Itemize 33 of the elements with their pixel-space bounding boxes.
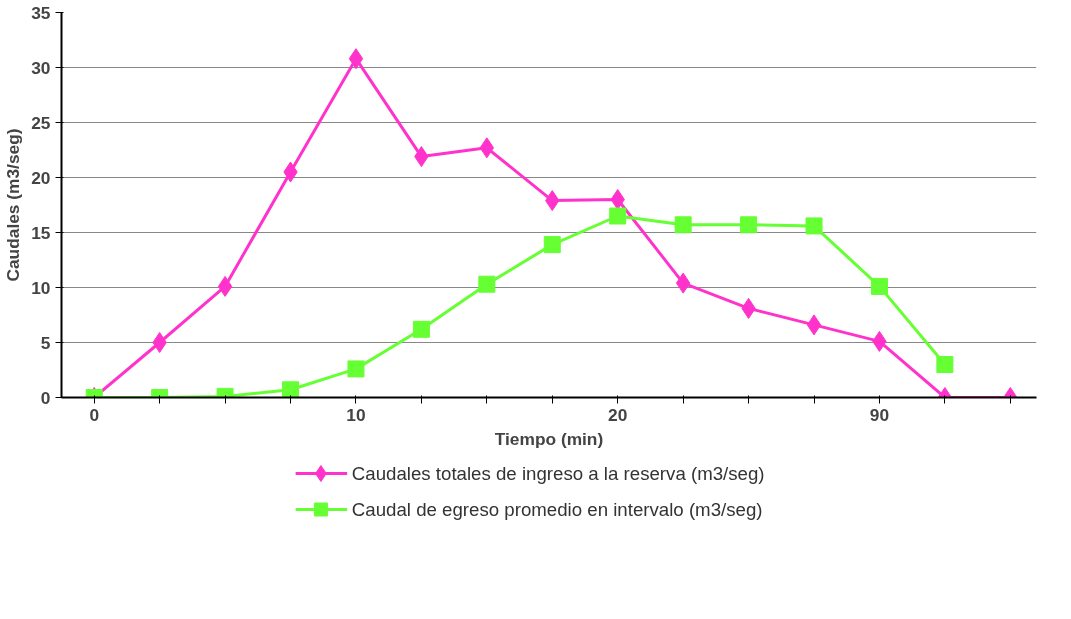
point bbox=[870, 277, 888, 295]
y-tick-label: 25 bbox=[31, 112, 51, 133]
point bbox=[936, 356, 954, 373]
point bbox=[610, 189, 625, 210]
point bbox=[805, 217, 823, 235]
point bbox=[543, 236, 561, 254]
point bbox=[609, 207, 627, 225]
point bbox=[478, 275, 496, 293]
point bbox=[348, 48, 364, 70]
legend-label: Caudal de egreso promedio en intervalo (m3/seg) bbox=[351, 499, 763, 520]
x-tick-label: 0 bbox=[89, 404, 100, 425]
y-tick-label: 10 bbox=[31, 277, 51, 298]
point bbox=[347, 360, 365, 378]
x-axis-title: Tiempo (min) bbox=[494, 428, 604, 449]
x-tick-label: 20 bbox=[608, 404, 628, 425]
point bbox=[152, 332, 167, 353]
y-tick-label: 30 bbox=[31, 57, 51, 78]
y-tick-label: 20 bbox=[31, 167, 51, 188]
x-tick-label: 10 bbox=[346, 404, 366, 425]
point bbox=[740, 216, 758, 234]
point bbox=[217, 275, 233, 297]
point bbox=[412, 320, 430, 338]
y-tick-label: 15 bbox=[31, 222, 51, 243]
point bbox=[675, 272, 691, 294]
y-axis-title: Caudales (m3/seg) bbox=[3, 128, 24, 282]
x-tick-label: 90 bbox=[869, 404, 890, 425]
y-tick-label: 35 bbox=[31, 2, 51, 23]
y-tick-label: 0 bbox=[40, 387, 51, 408]
y-tick-label: 5 bbox=[40, 332, 51, 353]
legend-label: Caudales totales de ingreso a la reserva (m3/seg) bbox=[351, 463, 765, 484]
point bbox=[282, 381, 300, 398]
point bbox=[674, 216, 692, 234]
point bbox=[806, 314, 822, 336]
